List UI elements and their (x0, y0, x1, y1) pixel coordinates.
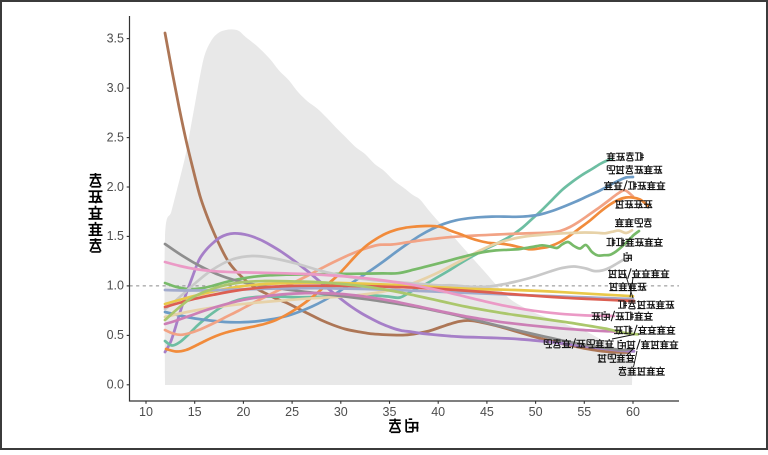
svg-text:55: 55 (577, 405, 591, 419)
svg-text:2.5: 2.5 (107, 130, 124, 144)
svg-text:25: 25 (285, 405, 299, 419)
svg-text:60: 60 (626, 405, 640, 419)
svg-text:1.5: 1.5 (107, 229, 124, 243)
svg-text:40: 40 (431, 405, 445, 419)
svg-text:30: 30 (334, 405, 348, 419)
svg-text:35: 35 (383, 405, 397, 419)
svg-text:2.0: 2.0 (107, 180, 124, 194)
svg-text:20: 20 (236, 405, 250, 419)
svg-text:0.0: 0.0 (107, 378, 124, 392)
svg-text:3.0: 3.0 (107, 81, 124, 95)
svg-text:0.5: 0.5 (107, 328, 124, 342)
svg-text:10: 10 (139, 405, 153, 419)
svg-text:15: 15 (188, 405, 202, 419)
svg-text:1.0: 1.0 (107, 279, 124, 293)
svg-text:45: 45 (480, 405, 494, 419)
svg-text:50: 50 (529, 405, 543, 419)
svg-text:3.5: 3.5 (107, 31, 124, 45)
